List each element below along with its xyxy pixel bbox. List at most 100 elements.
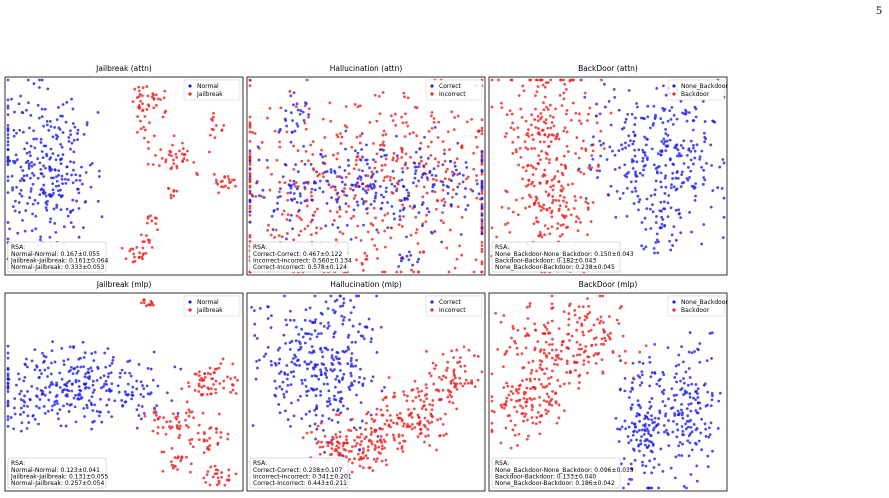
point <box>198 378 202 382</box>
point <box>297 233 301 237</box>
point <box>572 207 576 210</box>
point <box>87 367 90 371</box>
point <box>216 483 219 487</box>
point <box>23 229 27 233</box>
point <box>217 412 221 416</box>
point <box>524 119 528 123</box>
point <box>382 140 385 144</box>
point <box>442 374 445 378</box>
point <box>664 163 668 167</box>
rsa-line: Normal-Jailbreak: 0.257±0.054 <box>11 480 104 487</box>
point <box>500 205 504 209</box>
point <box>82 226 85 230</box>
point <box>344 105 348 108</box>
point <box>554 392 557 396</box>
point <box>39 141 43 144</box>
point <box>61 131 65 134</box>
point <box>530 416 534 419</box>
point <box>490 399 494 403</box>
point <box>303 199 307 203</box>
point <box>640 244 643 248</box>
point <box>45 154 49 158</box>
point <box>547 351 551 355</box>
point <box>459 364 463 368</box>
point <box>446 167 449 171</box>
point <box>673 376 677 379</box>
legend-marker <box>672 300 676 304</box>
point <box>332 219 336 222</box>
point <box>707 435 711 439</box>
point <box>510 385 514 388</box>
point <box>250 305 253 309</box>
point <box>710 357 713 360</box>
point <box>454 168 458 172</box>
point <box>443 177 447 181</box>
point <box>447 270 451 274</box>
point <box>464 208 468 211</box>
point <box>418 250 422 254</box>
point <box>335 133 339 137</box>
point <box>403 163 407 167</box>
point <box>252 309 256 313</box>
point <box>570 334 574 338</box>
point <box>435 198 439 202</box>
point <box>540 128 544 132</box>
point <box>33 146 37 150</box>
point <box>351 445 354 449</box>
point <box>28 126 31 130</box>
point <box>674 238 678 242</box>
point <box>437 375 441 379</box>
point <box>376 440 379 443</box>
point <box>618 354 621 358</box>
point <box>562 310 566 314</box>
point <box>391 169 395 173</box>
point <box>300 159 304 163</box>
point <box>530 146 533 150</box>
point <box>85 123 89 127</box>
point <box>292 357 295 360</box>
point <box>480 179 484 183</box>
point <box>446 192 450 195</box>
point <box>105 403 109 407</box>
point <box>649 375 653 379</box>
point <box>668 157 672 161</box>
point <box>533 346 537 350</box>
point <box>698 157 702 161</box>
point <box>627 134 631 138</box>
point <box>248 156 252 160</box>
point <box>643 216 647 220</box>
point <box>477 192 481 196</box>
point <box>637 200 641 204</box>
point <box>138 92 142 96</box>
point <box>534 78 538 82</box>
point <box>83 382 86 386</box>
point <box>518 383 522 387</box>
point <box>596 317 599 321</box>
point <box>236 378 239 382</box>
point <box>519 404 522 408</box>
point <box>145 384 149 388</box>
point <box>278 129 282 132</box>
point <box>531 166 535 169</box>
point <box>50 408 54 412</box>
point <box>139 99 143 103</box>
point <box>43 393 47 397</box>
point <box>164 432 168 436</box>
point <box>436 418 439 422</box>
point <box>29 190 33 193</box>
point <box>203 375 207 379</box>
point <box>55 179 59 183</box>
point <box>702 176 706 179</box>
point <box>700 417 703 421</box>
point <box>44 144 48 148</box>
point <box>541 83 545 87</box>
point <box>443 152 446 156</box>
point <box>366 174 370 178</box>
point <box>364 454 368 457</box>
point <box>630 381 634 385</box>
point <box>424 383 428 386</box>
point <box>145 85 149 88</box>
point <box>480 219 484 223</box>
point <box>703 422 707 426</box>
point <box>316 174 320 178</box>
